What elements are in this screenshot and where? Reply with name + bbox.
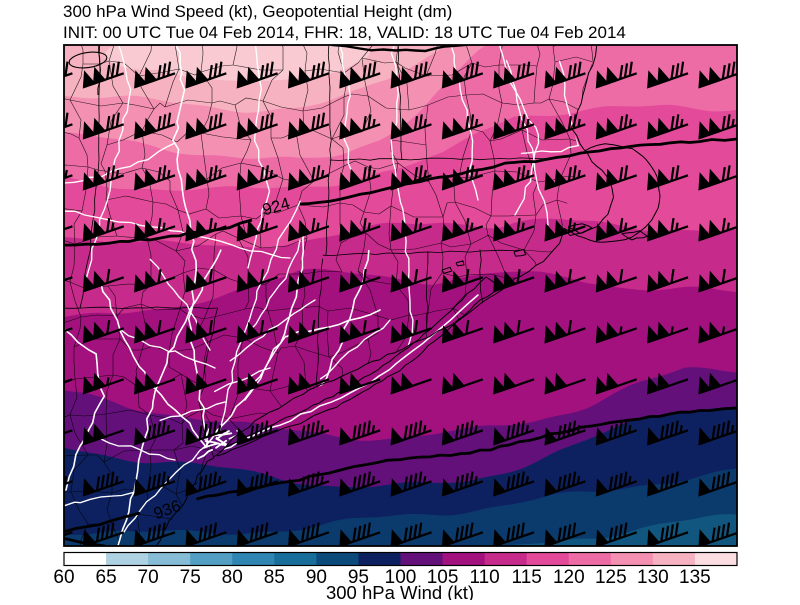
svg-text:70: 70 <box>138 567 159 588</box>
svg-text:300 hPa Wind (kt): 300 hPa Wind (kt) <box>326 582 474 600</box>
svg-text:65: 65 <box>96 567 117 588</box>
svg-text:60: 60 <box>53 567 74 588</box>
svg-text:90: 90 <box>306 567 327 588</box>
svg-text:100: 100 <box>385 567 417 588</box>
svg-text:95: 95 <box>348 567 369 588</box>
svg-text:130: 130 <box>637 567 669 588</box>
svg-text:120: 120 <box>553 567 585 588</box>
svg-text:135: 135 <box>679 567 711 588</box>
svg-text:INIT: 00 UTC Tue 04 Feb 2014,: INIT: 00 UTC Tue 04 Feb 2014, FHR: 18, V… <box>63 23 626 42</box>
svg-text:105: 105 <box>427 567 459 588</box>
svg-text:85: 85 <box>264 567 285 588</box>
svg-text:110: 110 <box>469 567 499 588</box>
svg-text:300 hPa Wind Speed (kt), Geopo: 300 hPa Wind Speed (kt), Geopotential He… <box>63 2 452 21</box>
svg-text:80: 80 <box>222 567 243 588</box>
svg-text:115: 115 <box>512 567 542 588</box>
svg-text:125: 125 <box>595 567 627 588</box>
svg-text:75: 75 <box>180 567 201 588</box>
